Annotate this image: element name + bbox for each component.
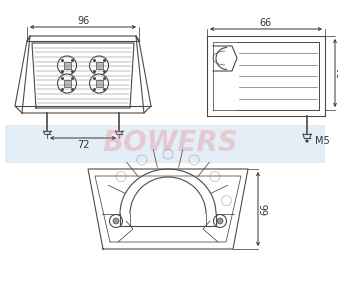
Circle shape xyxy=(57,56,76,75)
Bar xyxy=(96,62,102,69)
Circle shape xyxy=(90,56,108,75)
Circle shape xyxy=(57,74,76,93)
Circle shape xyxy=(90,74,108,93)
Circle shape xyxy=(113,218,119,224)
Circle shape xyxy=(110,214,122,228)
Circle shape xyxy=(214,214,226,228)
Text: BOWERS: BOWERS xyxy=(102,129,238,157)
Text: 64: 64 xyxy=(337,67,338,79)
Circle shape xyxy=(217,218,223,224)
Text: 66: 66 xyxy=(260,203,270,215)
Bar xyxy=(64,80,71,87)
Text: 96: 96 xyxy=(77,15,89,26)
Text: M5: M5 xyxy=(315,136,330,146)
Bar xyxy=(64,62,71,69)
Text: 72: 72 xyxy=(77,139,89,150)
Bar xyxy=(96,80,102,87)
Bar xyxy=(5,125,325,163)
Text: 66: 66 xyxy=(259,17,271,28)
